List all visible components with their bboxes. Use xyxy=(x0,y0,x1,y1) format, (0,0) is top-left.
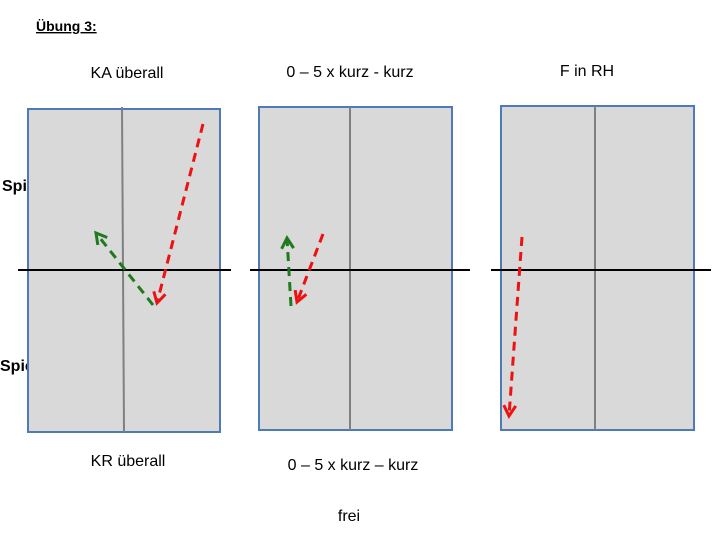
table xyxy=(250,106,470,431)
table-bottom-label: KR überall xyxy=(91,453,166,470)
table-bottom-label: 0 – 5 x kurz – kurz xyxy=(288,457,419,474)
table xyxy=(491,105,711,431)
title: Übung 3: xyxy=(36,18,97,34)
table-top-label: KA überall xyxy=(91,65,164,82)
table-top-label: 0 – 5 x kurz - kurz xyxy=(286,64,413,81)
table-top-label: F in RH xyxy=(560,63,614,80)
table xyxy=(18,106,231,433)
footer-label: frei xyxy=(338,508,360,525)
